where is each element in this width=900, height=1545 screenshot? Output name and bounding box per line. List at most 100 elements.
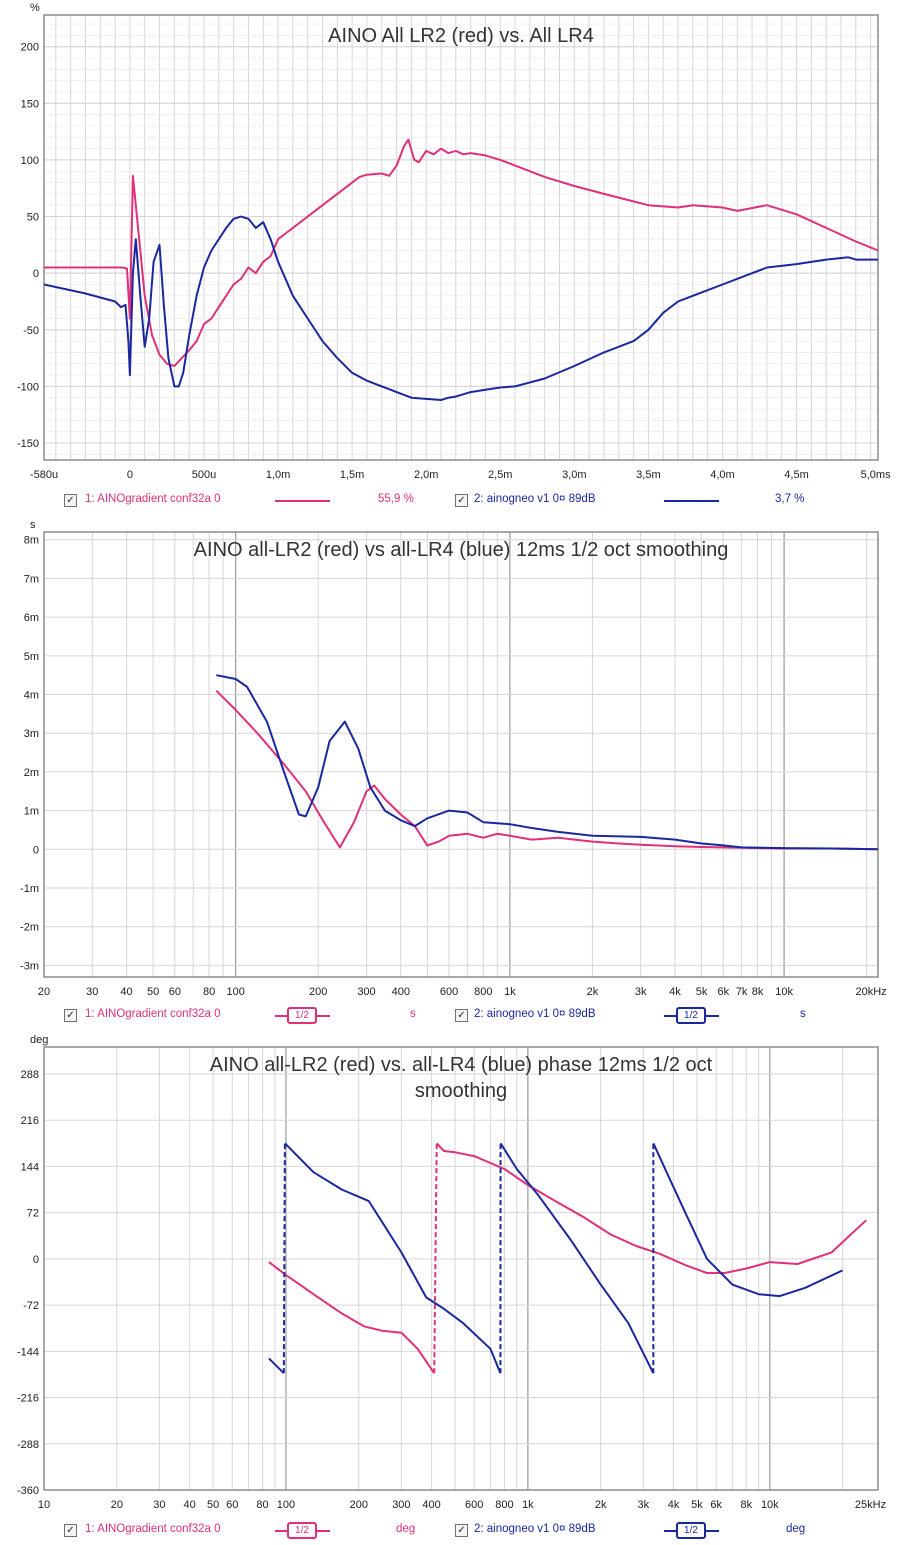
x-tick-label: 100	[226, 986, 244, 998]
x-tick-label: 100	[277, 1499, 295, 1511]
x-tick-label: 20	[38, 986, 50, 998]
x-tick-label: 20	[111, 1499, 123, 1511]
grid-lines	[44, 15, 878, 460]
series-1-checkbox[interactable]: ✓	[64, 1009, 77, 1022]
y-tick-label: 100	[21, 155, 39, 167]
y-tick-label: 6m	[24, 612, 39, 624]
x-tick-label: 600	[465, 1499, 483, 1511]
x-tick-label: 1k	[504, 986, 516, 998]
y-axis-unit-label: deg	[30, 1034, 48, 1046]
chart-title-line-2: smoothing	[415, 1080, 507, 1102]
plot-area	[44, 532, 878, 977]
x-tick-label: 6k	[717, 986, 729, 998]
y-tick-label: 4m	[24, 690, 39, 702]
series-1-smoothing-badge[interactable]: 1/2	[287, 1522, 317, 1539]
chart-plot-2: 8m 7m 6m 5m 4m 3m 2m 1m 0 -1m -2m -3m s 20 30 40 50 60 80 1…	[20, 519, 887, 998]
y-tick-label: -100	[17, 381, 39, 393]
series-2-smoothing-badge[interactable]: 1/2	[676, 1522, 706, 1539]
series-1-smoothing-badge[interactable]: 1/2	[287, 1007, 317, 1024]
x-tick-label: 2,0m	[414, 469, 438, 481]
x-tick-label: 60	[169, 986, 181, 998]
y-tick-label: 0	[33, 844, 39, 856]
x-tick-label: 80	[256, 1499, 268, 1511]
x-tick-label: 3k	[635, 986, 647, 998]
plot-area	[44, 15, 878, 460]
x-tick-label: 50	[207, 1499, 219, 1511]
chart-plot-1: 200 150 100 50 0 -50 -100 -150% -580u 0 500u 1,0m 1,…	[17, 2, 891, 481]
x-tick-label: 1,0m	[266, 469, 290, 481]
series-2-checkbox[interactable]: ✓	[455, 1524, 468, 1537]
x-tick-label: 2k	[587, 986, 599, 998]
series-line-1	[215, 689, 878, 851]
x-tick-label: 300	[357, 986, 375, 998]
x-tick-label: 1k	[522, 1499, 534, 1511]
y-tick-label: 150	[21, 98, 39, 110]
y-tick-label: 8m	[24, 535, 39, 547]
phase-wrap-line-1	[433, 1143, 438, 1374]
series-line-1	[44, 138, 878, 367]
series-1-value: 55,9 %	[378, 493, 414, 505]
x-tick-label: 400	[392, 986, 410, 998]
series-2-line-swatch	[664, 500, 719, 502]
series-line-2	[216, 674, 878, 851]
y-tick-label: -3m	[20, 960, 39, 972]
chart-plot-3: 288 216 144 72 0 -72 -144 -216 -288 -360 deg 10 20 30…	[17, 1034, 886, 1511]
x-tick-label: 10k	[775, 986, 793, 998]
x-tick-label: 20kHz	[855, 986, 886, 998]
series-1-line-swatch	[275, 500, 330, 502]
x-tick-label: 4,5m	[784, 469, 808, 481]
y-tick-label: 216	[21, 1115, 39, 1127]
x-tick-label: 3,5m	[636, 469, 660, 481]
series-1-unit: s	[410, 1008, 416, 1020]
x-tick-label: 400	[422, 1499, 440, 1511]
x-tick-label: 25kHz	[855, 1499, 886, 1511]
chart-title: AINO all-LR2 (red) vs. all-LR4 (blue) ph…	[210, 1054, 713, 1076]
x-tick-label: 200	[350, 1499, 368, 1511]
y-tick-label: 0	[33, 1254, 39, 1266]
y-tick-label: -216	[17, 1393, 39, 1405]
x-tick-label: 600	[440, 986, 458, 998]
x-tick-label: 5k	[696, 986, 708, 998]
y-tick-label: -1m	[20, 883, 39, 895]
series-1-checkbox[interactable]: ✓	[64, 494, 77, 507]
series-2-checkbox[interactable]: ✓	[455, 494, 468, 507]
series-group	[44, 138, 878, 401]
x-tick-label: 800	[474, 986, 492, 998]
grid-lines	[44, 532, 878, 977]
y-tick-label: 200	[21, 42, 39, 54]
y-tick-label: 3m	[24, 728, 39, 740]
phase-chart-panel: 288 216 144 72 0 -72 -144 -216 -288 -360 deg 10 20 30…	[0, 1030, 900, 1545]
x-tick-label: 40	[120, 986, 132, 998]
x-tick-label: 10k	[761, 1499, 779, 1511]
x-tick-label: 4,0m	[710, 469, 734, 481]
x-tick-label: 0	[127, 469, 133, 481]
series-1-checkbox[interactable]: ✓	[64, 1524, 77, 1537]
x-tick-label: 30	[153, 1499, 165, 1511]
series-2-unit: s	[800, 1008, 806, 1020]
x-tick-label: 800	[495, 1499, 513, 1511]
series-2-smoothing-badge[interactable]: 1/2	[676, 1007, 706, 1024]
x-tick-label: 6k	[710, 1499, 722, 1511]
plot-frame	[43, 1046, 879, 1491]
series-2-checkbox[interactable]: ✓	[455, 1009, 468, 1022]
y-tick-label: 144	[21, 1161, 39, 1173]
plot-frame	[43, 531, 879, 978]
y-tick-label: -50	[23, 325, 39, 337]
legend-1: ✓ 1: AINOgradient conf32a 0 55,9 % ✓ 2: …	[0, 492, 900, 512]
legend-3: ✓ 1: AINOgradient conf32a 0 1/2 deg ✓ 2:…	[0, 1522, 900, 1542]
series-group	[215, 674, 878, 851]
x-tick-label: 4k	[669, 986, 681, 998]
legend-2: ✓ 1: AINOgradient conf32a 0 1/2 s ✓ 2: a…	[0, 1007, 900, 1027]
x-tick-label: 8k	[741, 1499, 753, 1511]
y-axis-unit-label: s	[30, 519, 36, 531]
y-tick-label: 288	[21, 1069, 39, 1081]
series-1-name: 1: AINOgradient conf32a 0	[85, 1523, 221, 1535]
group-delay-chart-panel: 8m 7m 6m 5m 4m 3m 2m 1m 0 -1m -2m -3m s 20 30 40 50 60 80 1…	[0, 515, 900, 1028]
series-2-name: 2: ainogneo v1 0¤ 89dB	[474, 1523, 596, 1535]
chart-title: AINO All LR2 (red) vs. All LR4	[328, 25, 594, 47]
phase-wrap-line-2	[282, 1143, 286, 1374]
plot-area	[44, 1047, 878, 1490]
x-tick-label: 40	[184, 1499, 196, 1511]
x-tick-label: 1,5m	[340, 469, 364, 481]
series-1-name: 1: AINOgradient conf32a 0	[85, 493, 221, 505]
